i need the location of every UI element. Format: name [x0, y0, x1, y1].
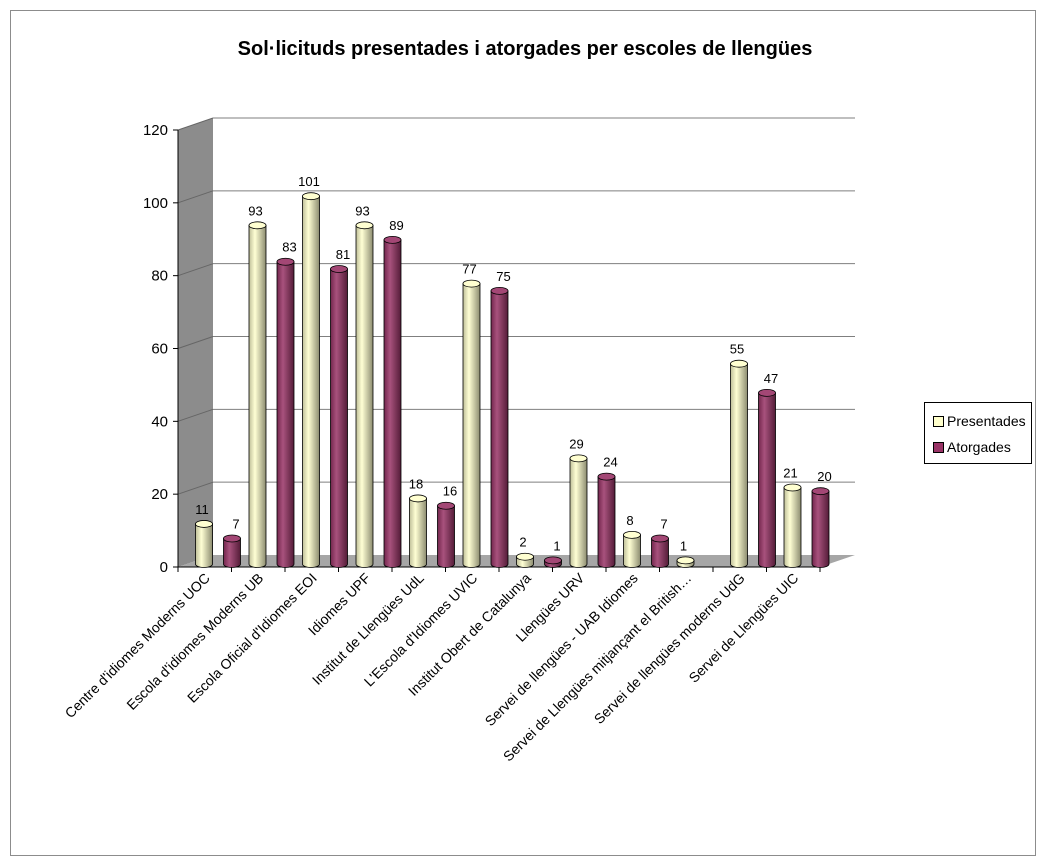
bar-presentades-top — [409, 494, 427, 503]
legend-label-atorgades: Atorgades — [947, 439, 1011, 455]
y-tick-label: 80 — [151, 268, 168, 285]
bar-presentades-top — [569, 454, 588, 463]
bar-presentades-top — [462, 279, 481, 288]
data-label: 93 — [248, 203, 262, 218]
bar-presentades — [623, 534, 641, 568]
bar-atorgades — [383, 239, 402, 568]
bar-atorgades-top — [276, 257, 295, 266]
chart-title: Sol·licituds presentades i atorgades per… — [237, 38, 813, 60]
bar-atorgades — [330, 268, 348, 568]
bar-atorgades — [223, 538, 241, 568]
data-label: 7 — [232, 517, 239, 532]
bar-presentades — [569, 457, 588, 568]
bar-presentades-top — [195, 520, 213, 528]
data-label: 21 — [783, 466, 797, 481]
data-label: 2 — [519, 535, 526, 550]
bar-presentades-top — [730, 359, 748, 368]
legend-swatch-atorgades — [933, 441, 944, 453]
data-label: 47 — [764, 371, 778, 386]
data-label: 1 — [680, 538, 687, 553]
y-tick-label: 100 — [143, 195, 168, 212]
x-tick-label: Servei de Llengües mitjançant el British… — [500, 570, 695, 765]
bar-atorgades — [597, 476, 616, 568]
gridline-diagonal — [177, 408, 214, 422]
bar-atorgades-top — [437, 501, 455, 510]
bar-presentades — [409, 498, 427, 568]
bar-atorgades-top — [223, 534, 241, 543]
y-tick-label: 120 — [143, 122, 168, 139]
bar-atorgades-top — [330, 265, 348, 273]
bar-atorgades — [437, 505, 455, 568]
bar-presentades — [462, 283, 481, 568]
data-label: 83 — [282, 240, 296, 255]
bar-presentades-top — [248, 221, 267, 230]
data-label: 101 — [298, 174, 320, 189]
bar-atorgades-top — [490, 286, 509, 295]
data-label: 7 — [660, 517, 667, 532]
y-tick-label: 60 — [151, 341, 168, 358]
bar-presentades — [195, 523, 213, 568]
bar-atorgades — [758, 392, 776, 568]
legend-item-presentades: Presentades — [933, 413, 1026, 429]
bar-atorgades — [276, 261, 295, 568]
bar-presentades — [730, 363, 748, 568]
gridline-diagonal — [177, 481, 214, 495]
bar-presentades — [302, 195, 320, 568]
data-label: 24 — [603, 455, 617, 470]
legend-label-presentades: Presentades — [947, 413, 1026, 429]
bar-presentades-top — [676, 556, 695, 565]
x-tick-label: Servei de Llengües UIC — [685, 570, 801, 686]
data-label: 81 — [336, 247, 350, 262]
data-label: 16 — [443, 484, 457, 499]
bar-atorgades-top — [758, 388, 776, 397]
bar-atorgades — [811, 490, 830, 568]
bar-presentades — [355, 224, 374, 568]
bar-atorgades-top — [383, 235, 402, 244]
bar-atorgades — [651, 538, 669, 568]
bar-presentades-top — [783, 483, 802, 492]
data-label: 11 — [195, 502, 209, 517]
data-label: 29 — [569, 436, 583, 451]
bar-atorgades-top — [811, 487, 830, 496]
bar-atorgades-top — [651, 534, 669, 543]
gridline-diagonal — [177, 190, 214, 204]
gridline-diagonal — [177, 263, 214, 277]
data-label: 1 — [553, 538, 560, 553]
y-tick-label: 0 — [160, 559, 168, 576]
data-label: 75 — [496, 269, 510, 284]
bar-presentades-top — [355, 221, 374, 230]
bar-presentades-top — [623, 530, 641, 539]
data-label: 77 — [462, 262, 476, 277]
data-label: 89 — [389, 218, 403, 233]
data-label: 18 — [409, 476, 423, 491]
bar-presentades-top — [302, 192, 320, 201]
y-tick-label: 20 — [151, 486, 168, 503]
bar-presentades-top — [516, 552, 534, 561]
y-tick-label: 40 — [151, 413, 168, 430]
data-label: 20 — [817, 469, 831, 484]
bar-atorgades-top — [544, 556, 562, 565]
legend-item-atorgades: Atorgades — [933, 439, 1011, 455]
bar-presentades — [248, 224, 267, 568]
data-label: 93 — [355, 203, 369, 218]
bar-presentades — [783, 487, 802, 568]
bar-atorgades — [490, 290, 509, 568]
chart-legend: Presentades Atorgades — [924, 402, 1032, 464]
gridline-diagonal — [177, 117, 214, 131]
gridline-diagonal — [177, 336, 214, 349]
bar-atorgades-top — [597, 472, 616, 481]
data-label: 8 — [626, 513, 633, 528]
data-label: 55 — [730, 342, 744, 357]
legend-swatch-presentades — [933, 415, 944, 427]
